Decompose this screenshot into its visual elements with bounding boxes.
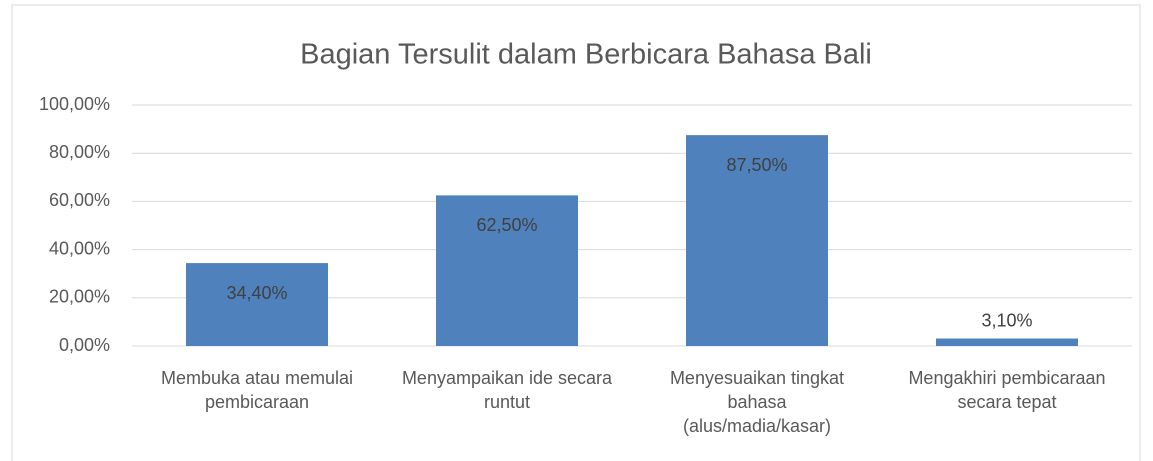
x-tick-label: Membuka atau memulai pembicaraan [160,368,354,412]
y-tick-label: 20,00% [49,287,110,307]
bar [936,338,1078,346]
data-label: 3,10% [981,310,1032,330]
bar [436,195,578,346]
data-label: 87,50% [726,155,787,175]
data-label: 62,50% [476,215,537,235]
x-tick-label: Menyesuaikan tingkat bahasa (alus/madia/… [669,368,845,436]
y-tick-label: 40,00% [49,238,110,258]
y-tick-label: 80,00% [49,142,110,162]
y-tick-label: 0,00% [59,335,110,355]
x-tick-label: Mengakhiri pembicaraan secara tepat [908,368,1106,412]
x-tick-label: Menyampaikan ide secara runtut [401,368,613,412]
bar [686,135,828,346]
y-tick-label: 100,00% [39,94,110,114]
data-label: 34,40% [226,283,287,303]
chart-title: Bagian Tersulit dalam Berbicara Bahasa B… [300,39,872,71]
bar [186,263,328,346]
y-tick-label: 60,00% [49,190,110,210]
